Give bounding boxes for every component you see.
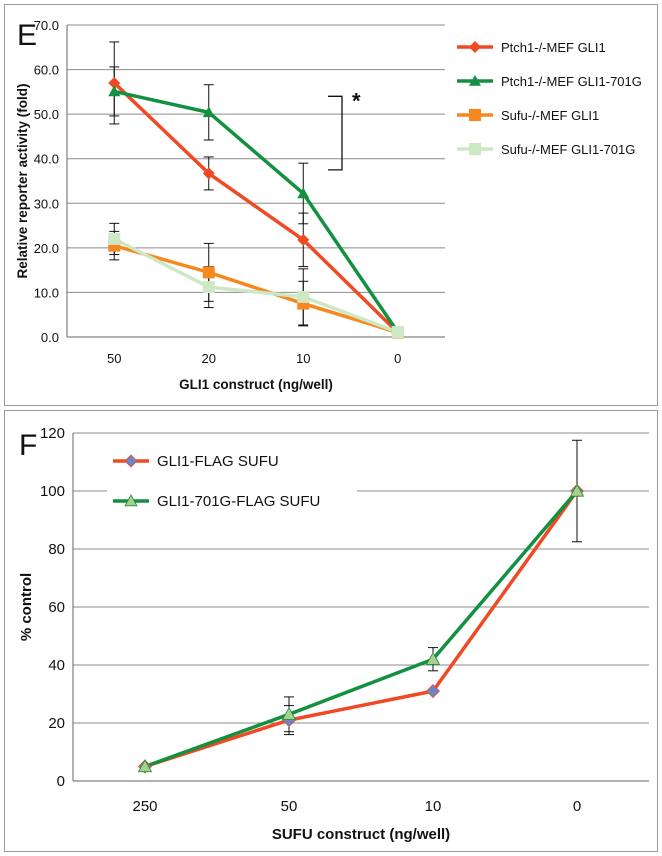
legend-marker — [124, 454, 138, 468]
data-point — [297, 233, 310, 246]
legend-marker — [469, 75, 481, 86]
data-point — [391, 326, 404, 339]
data-point — [108, 76, 121, 89]
panel-label-e: E — [17, 19, 37, 52]
y-tick-label: 40 — [48, 657, 65, 674]
y-axis-title: Relative reporter activity (fold) — [15, 83, 30, 278]
legend-label: Sufu-/-MEF GLI1-701G — [501, 142, 635, 157]
y-tick-label: 60.0 — [34, 63, 59, 78]
y-tick-label: 120 — [40, 425, 65, 442]
y-tick-label: 10.0 — [34, 285, 59, 300]
x-tick-label: 0 — [394, 351, 401, 366]
x-axis-title: SUFU construct (ng/well) — [272, 826, 450, 843]
series-line — [113, 81, 399, 334]
data-point — [202, 266, 215, 279]
significance-bracket — [328, 95, 343, 171]
data-point — [108, 232, 121, 245]
data-point — [202, 106, 215, 118]
y-tick-label: 0.0 — [41, 330, 59, 345]
y-tick-label: 20.0 — [34, 241, 59, 256]
data-point — [137, 759, 153, 773]
y-tick-label: 0 — [57, 773, 65, 790]
y-tick-label: 100 — [40, 483, 65, 500]
data-point — [425, 684, 441, 699]
legend-marker — [469, 41, 481, 53]
data-point — [202, 281, 215, 294]
series-line — [144, 489, 579, 769]
panel-label-f: F — [19, 429, 37, 462]
data-point — [425, 651, 441, 665]
x-tick-label: 10 — [425, 798, 442, 815]
legend-marker — [469, 143, 481, 155]
legend-marker — [124, 494, 138, 507]
data-point — [108, 85, 121, 97]
legend-marker — [469, 109, 481, 121]
y-tick-label: 80 — [48, 541, 65, 558]
x-tick-label: 250 — [132, 798, 157, 815]
legend-label: Ptch1-/-MEF GLI1 — [501, 40, 606, 55]
data-point — [297, 187, 310, 199]
series-line — [113, 89, 400, 334]
significance-star: * — [352, 88, 361, 113]
data-point — [202, 167, 215, 180]
x-axis-title: GLI1 construct (ng/well) — [179, 377, 333, 392]
chart-panel-e: E 0.0 10.0 20.0 30.0 40.0 50.0 60.0 70.0 50 20 10 0 G… — [4, 4, 658, 406]
x-tick-label: 50 — [107, 351, 121, 366]
data-point — [297, 290, 310, 303]
series-line — [113, 243, 399, 335]
x-tick-label: 0 — [573, 798, 581, 815]
y-axis-title: % control — [18, 573, 35, 641]
legend-label: Sufu-/-MEF GLI1 — [501, 108, 599, 123]
y-tick-label: 30.0 — [34, 196, 59, 211]
series-line — [144, 489, 579, 769]
data-point — [281, 706, 297, 720]
y-tick-label: 20 — [48, 715, 65, 732]
legend-label: GLI1-701G-FLAG SUFU — [157, 493, 320, 510]
legend-label: GLI1-FLAG SUFU — [157, 453, 279, 470]
data-point — [569, 483, 585, 497]
chart-panel-f: F 0 20 40 60 80 100 120 250 50 10 0 SUFU construct (… — [4, 410, 658, 852]
series-line — [113, 237, 399, 334]
x-tick-label: 50 — [281, 798, 298, 815]
legend-label: Ptch1-/-MEF GLI1-701G — [501, 74, 642, 89]
x-tick-label: 10 — [296, 351, 310, 366]
x-tick-label: 20 — [202, 351, 216, 366]
y-tick-label: 50.0 — [34, 107, 59, 122]
y-tick-label: 70.0 — [34, 18, 59, 33]
chart-e-svg: E 0.0 10.0 20.0 30.0 40.0 50.0 60.0 70.0 50 20 10 0 G… — [15, 18, 642, 392]
y-tick-label: 60 — [48, 599, 65, 616]
y-tick-label: 40.0 — [34, 152, 59, 167]
